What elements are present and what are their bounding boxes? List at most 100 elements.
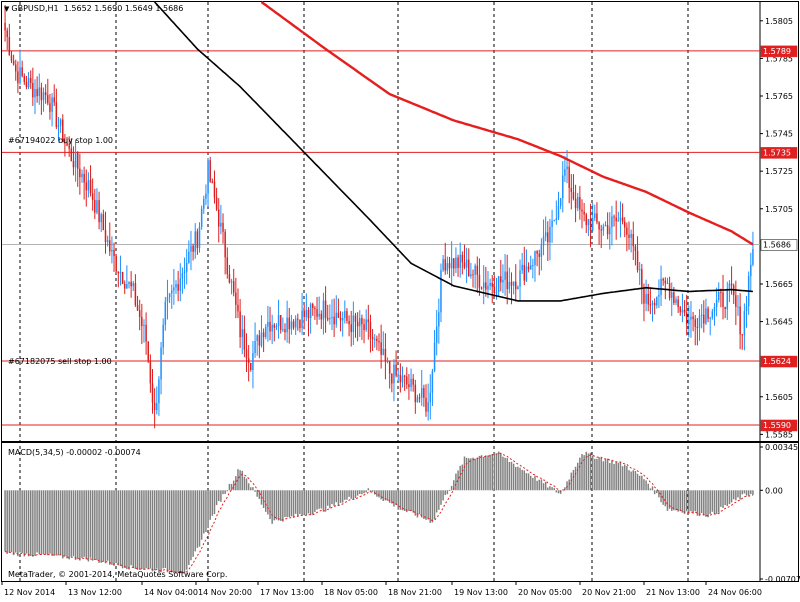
macd-bar [4, 490, 6, 552]
macd-bar [587, 453, 590, 491]
dropdown-icon[interactable]: ▼ [4, 5, 10, 13]
candle-body [158, 379, 160, 404]
candle-body [25, 82, 28, 88]
candle-body [275, 326, 278, 328]
macd-bar [258, 490, 261, 499]
candle-body [623, 221, 626, 228]
candle-body [478, 274, 481, 288]
candle-body [493, 286, 496, 294]
macd-bar [444, 490, 446, 496]
macd-bar [467, 458, 470, 491]
candle-body [228, 274, 231, 283]
macd-bar [369, 490, 372, 492]
candle-body [209, 160, 211, 182]
candle-body [602, 226, 605, 231]
sell-stop-order-label[interactable]: #67182075 sell stop 1.00 [8, 357, 112, 366]
candle-body [363, 324, 365, 331]
macd-histogram [4, 451, 754, 574]
candle-body [690, 316, 692, 320]
macd-bar [653, 490, 656, 495]
macd-bar [566, 481, 568, 491]
macd-bar [29, 490, 32, 556]
candle-body [252, 352, 254, 370]
macd-bar [532, 477, 534, 491]
candle-body [6, 30, 8, 38]
macd-bar [164, 490, 167, 568]
macd-bar [106, 490, 109, 561]
candle-body [491, 282, 493, 287]
candle-body [542, 236, 545, 246]
candle-body [651, 302, 654, 305]
macd-bar [185, 490, 188, 570]
macd-bar [121, 490, 124, 569]
macd-bar [36, 490, 38, 553]
macd-bar [557, 490, 560, 494]
candle-body [598, 222, 600, 230]
candle-body [638, 269, 641, 271]
candle-body [576, 196, 579, 209]
macd-bar [502, 456, 504, 491]
macd-bar [123, 490, 126, 568]
macd-bar [420, 490, 423, 518]
candle-body [752, 249, 754, 265]
candle-body [247, 358, 250, 363]
buy-stop-order-label[interactable]: #67194022 buy stop 1.00 [8, 136, 114, 145]
macd-bar [476, 457, 479, 491]
candle-body [482, 282, 485, 288]
candle-body [42, 92, 45, 101]
macd-bar [68, 490, 70, 560]
macd-bar [602, 461, 605, 491]
candle-body [217, 209, 220, 227]
candle-body [361, 318, 363, 325]
macd-bar [666, 490, 669, 511]
macd-bar [722, 490, 724, 508]
candle-body [512, 281, 515, 286]
macd-bar [337, 490, 340, 506]
candle-body [365, 319, 367, 331]
candle-body [273, 324, 276, 328]
time-tick-label: 14 Nov 04:00 [144, 588, 198, 597]
macd-bar [74, 490, 77, 560]
candle-body [683, 309, 686, 313]
macd-tick-label: -0.00707 [765, 575, 800, 584]
price-tick-label: 1.5765 [765, 92, 793, 101]
candle-body [617, 220, 620, 222]
macd-bar [91, 490, 94, 561]
macd-bar [378, 490, 380, 498]
candle-body [177, 284, 179, 291]
candle-body [688, 319, 690, 325]
candle-body [335, 312, 338, 325]
candle-body [128, 281, 130, 285]
time-tick-label: 24 Nov 06:00 [708, 588, 762, 597]
candle-body [96, 200, 98, 213]
candle-body [705, 308, 707, 324]
candle-body [141, 316, 143, 327]
macd-bar [331, 490, 333, 505]
macd-bar [549, 486, 551, 491]
candle-body [10, 55, 13, 61]
candle-body [600, 229, 602, 231]
candle-body [331, 316, 333, 319]
macd-bar [406, 490, 408, 513]
macd-bar [611, 460, 613, 491]
macd-bar [649, 488, 652, 491]
macd-bar [102, 490, 105, 562]
macd-bar [320, 490, 323, 509]
candle-body [412, 378, 414, 385]
candle-body [369, 322, 372, 338]
candle-body [722, 292, 724, 307]
candle-body [735, 295, 737, 307]
candle-body [132, 283, 135, 287]
macd-bar [220, 490, 222, 502]
macd-bar [326, 490, 329, 506]
candle-body [8, 37, 11, 56]
macd-bar [87, 490, 90, 562]
macd-bar [94, 490, 96, 559]
candle-body [549, 226, 551, 243]
slow-moving-average-line [154, 1, 753, 302]
candle-body [591, 218, 594, 231]
candle-body [262, 332, 265, 338]
candle-body [446, 263, 449, 271]
